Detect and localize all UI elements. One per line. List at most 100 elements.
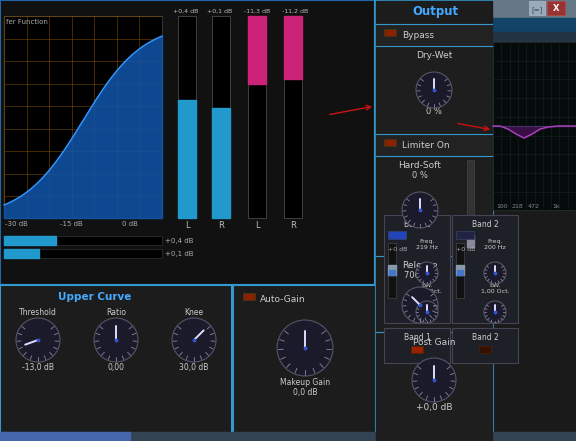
Bar <box>178 16 196 218</box>
Bar <box>0 0 375 285</box>
Bar <box>212 16 230 218</box>
Bar <box>384 139 396 146</box>
Bar <box>375 0 493 441</box>
Bar <box>389 270 395 275</box>
Bar <box>493 18 576 32</box>
Text: 472: 472 <box>528 204 540 209</box>
Circle shape <box>402 287 438 323</box>
Text: +0,4 dB: +0,4 dB <box>173 9 199 14</box>
Text: Upper Curve: Upper Curve <box>58 292 132 302</box>
Text: 0 %: 0 % <box>412 171 428 180</box>
Text: -11,3 dB: -11,3 dB <box>244 9 270 14</box>
Bar <box>456 265 464 275</box>
Text: 0,00: 0,00 <box>108 363 124 372</box>
Circle shape <box>484 301 506 323</box>
Text: Knee: Knee <box>184 308 203 317</box>
Bar <box>0 432 576 441</box>
Text: Band 2: Band 2 <box>472 333 498 342</box>
Bar <box>376 256 492 332</box>
Text: Freq.
200 Hz: Freq. 200 Hz <box>484 239 506 250</box>
Text: -15 dB: -15 dB <box>60 221 83 227</box>
Text: L: L <box>185 221 190 230</box>
Bar <box>388 265 396 275</box>
Circle shape <box>16 318 60 362</box>
Bar <box>4 16 162 218</box>
Bar <box>388 231 406 239</box>
Circle shape <box>172 318 216 362</box>
Text: Ratio: Ratio <box>106 308 126 317</box>
Text: BW.
1,00 Oct.: BW. 1,00 Oct. <box>481 283 509 294</box>
Bar <box>479 346 491 353</box>
Bar <box>244 294 254 299</box>
Text: 1k: 1k <box>552 204 560 209</box>
Bar <box>376 24 492 46</box>
Circle shape <box>402 192 438 228</box>
Text: R: R <box>218 221 224 230</box>
Bar <box>385 140 395 145</box>
Bar <box>376 46 492 134</box>
Bar <box>384 328 450 363</box>
Bar <box>284 16 302 218</box>
Bar <box>178 100 196 218</box>
Bar <box>0 432 130 441</box>
Bar <box>384 215 450 323</box>
Text: 218: 218 <box>511 204 523 209</box>
Bar <box>411 346 423 353</box>
Bar <box>376 1 492 23</box>
Text: Makeup Gain: Makeup Gain <box>280 378 330 387</box>
Bar <box>233 285 376 435</box>
Bar <box>467 160 474 248</box>
Text: +0 dB: +0 dB <box>456 247 475 252</box>
Text: Dry-Wet: Dry-Wet <box>416 51 452 60</box>
Bar <box>248 16 266 84</box>
Text: Auto-Gain: Auto-Gain <box>260 295 306 304</box>
Bar <box>529 1 545 15</box>
Text: fer Function: fer Function <box>6 19 48 25</box>
Text: Output: Output <box>412 5 458 18</box>
Circle shape <box>416 262 438 284</box>
Text: Limiter On: Limiter On <box>402 141 450 150</box>
Bar <box>385 30 395 35</box>
Circle shape <box>416 301 438 323</box>
Circle shape <box>412 358 456 402</box>
Text: -13,0 dB: -13,0 dB <box>22 363 54 372</box>
Bar <box>248 16 266 218</box>
Bar <box>384 29 396 36</box>
Bar <box>452 215 518 323</box>
Bar <box>4 249 162 258</box>
Bar <box>452 328 518 363</box>
Bar <box>493 0 576 18</box>
Bar <box>0 285 232 435</box>
Bar <box>456 231 474 239</box>
Circle shape <box>94 318 138 362</box>
Text: 0,0 dB: 0,0 dB <box>293 388 317 397</box>
Text: Bypass: Bypass <box>402 31 434 40</box>
Text: +0 dB: +0 dB <box>388 247 407 252</box>
Text: Post Gain: Post Gain <box>413 338 455 347</box>
Bar <box>376 156 492 256</box>
Bar <box>212 108 230 218</box>
Text: R: R <box>290 221 296 230</box>
Text: -11,2 dB: -11,2 dB <box>282 9 308 14</box>
Bar <box>547 1 565 15</box>
Bar <box>376 332 492 440</box>
Text: 0 dB: 0 dB <box>122 221 138 227</box>
Text: 30,0 dB: 30,0 dB <box>179 363 209 372</box>
Text: 100: 100 <box>496 204 507 209</box>
Text: +0,0 dB: +0,0 dB <box>416 403 452 412</box>
Text: Hard-Soft: Hard-Soft <box>399 161 441 170</box>
Text: 700 ms: 700 ms <box>404 271 435 280</box>
Bar <box>284 16 302 79</box>
Bar <box>4 249 39 258</box>
Text: [=]: [=] <box>531 6 543 13</box>
Text: X: X <box>553 4 559 13</box>
Text: Band 1: Band 1 <box>404 333 430 342</box>
Text: Band 2: Band 2 <box>472 220 498 229</box>
Bar <box>456 243 464 298</box>
Bar <box>243 293 255 300</box>
Text: 0 %: 0 % <box>426 107 442 116</box>
Bar <box>467 235 474 247</box>
Text: -30 dB: -30 dB <box>5 221 28 227</box>
Bar <box>4 236 56 245</box>
Bar <box>493 32 576 42</box>
